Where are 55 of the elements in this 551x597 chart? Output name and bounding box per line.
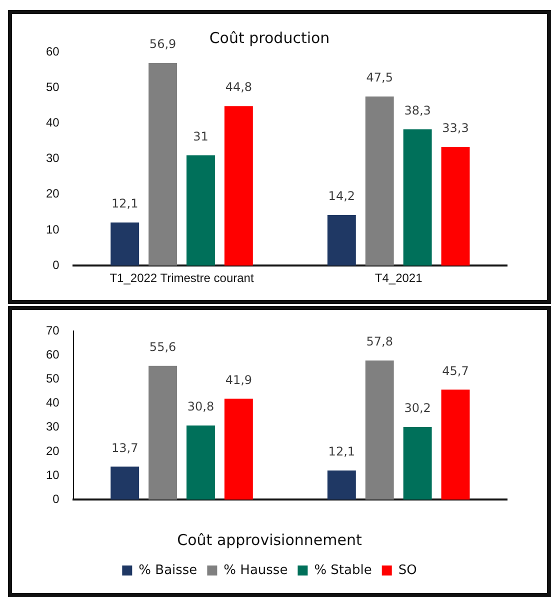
data-label: 44,8 bbox=[225, 80, 252, 94]
bar bbox=[148, 366, 178, 500]
chart-title: Coût production bbox=[209, 28, 330, 47]
data-label: 14,2 bbox=[328, 189, 356, 204]
y-tick-label: 50 bbox=[46, 80, 60, 94]
data-label: 31 bbox=[193, 129, 208, 144]
y-tick-label: 70 bbox=[46, 324, 60, 338]
y-tick-label: 60 bbox=[46, 348, 60, 362]
bar bbox=[186, 426, 215, 500]
y-tick-label: 0 bbox=[52, 258, 60, 272]
bar bbox=[441, 390, 470, 500]
y-tick-label: 40 bbox=[46, 116, 60, 130]
bar bbox=[403, 426, 432, 500]
y-tick-label: 30 bbox=[46, 420, 60, 434]
x-tick-label: T4_2021 bbox=[374, 271, 423, 286]
bar bbox=[186, 155, 215, 266]
y-tick-label: 20 bbox=[46, 444, 60, 458]
data-label: 56,9 bbox=[149, 37, 176, 52]
y-tick-label: 10 bbox=[46, 222, 60, 236]
y-tick-label: 50 bbox=[46, 372, 60, 386]
data-label: 30,2 bbox=[404, 401, 431, 416]
data-label: 57,8 bbox=[366, 334, 393, 349]
data-label: 13,7 bbox=[111, 440, 138, 455]
data-label: 38,3 bbox=[404, 103, 431, 118]
y-tick-label: 30 bbox=[46, 151, 60, 166]
data-label: 12,1 bbox=[111, 196, 138, 211]
x-tick-label: T1_2022 Trimestre courant bbox=[110, 271, 254, 286]
legend-label: % Stable bbox=[314, 562, 372, 578]
text: Coût approvisionnement bbox=[177, 530, 362, 549]
data-label: 33,3 bbox=[442, 121, 469, 136]
legend-label: % Hausse bbox=[224, 562, 288, 578]
y-tick-label: 0 bbox=[52, 492, 60, 506]
y-tick-label: 60 bbox=[46, 44, 60, 58]
bar bbox=[327, 215, 356, 266]
bar bbox=[441, 147, 470, 266]
bar bbox=[327, 470, 356, 500]
bar bbox=[224, 106, 253, 266]
bar bbox=[148, 63, 178, 266]
data-label: 45,7 bbox=[442, 364, 469, 378]
data-label: 12,1 bbox=[328, 444, 356, 459]
data-label: 55,6 bbox=[149, 340, 176, 354]
data-label: 47,5 bbox=[366, 70, 393, 85]
bar bbox=[403, 129, 432, 266]
bar bbox=[110, 222, 140, 266]
data-label: 41,9 bbox=[225, 372, 252, 387]
bar bbox=[365, 96, 394, 266]
data-label: 30,8 bbox=[187, 400, 214, 414]
legend-label: SO bbox=[398, 562, 417, 578]
bar bbox=[224, 398, 253, 500]
y-tick-label: 10 bbox=[46, 468, 60, 482]
bar bbox=[365, 360, 394, 500]
legend-label: % Baisse bbox=[138, 562, 198, 578]
y-tick-label: 40 bbox=[46, 396, 60, 410]
bar bbox=[110, 466, 140, 500]
y-tick-label: 20 bbox=[46, 186, 60, 201]
